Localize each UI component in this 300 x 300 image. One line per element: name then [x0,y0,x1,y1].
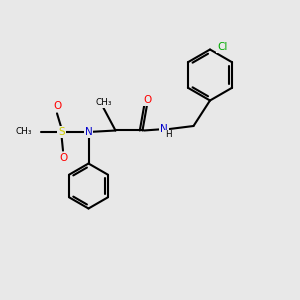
Text: O: O [143,94,151,105]
Text: N: N [160,124,168,134]
Text: CH₃: CH₃ [95,98,112,107]
Text: Cl: Cl [218,41,228,52]
Text: CH₃: CH₃ [15,128,31,136]
Text: O: O [59,153,67,164]
Text: O: O [53,100,61,111]
Text: H: H [165,130,171,140]
Text: N: N [85,127,92,137]
Text: S: S [58,127,65,137]
